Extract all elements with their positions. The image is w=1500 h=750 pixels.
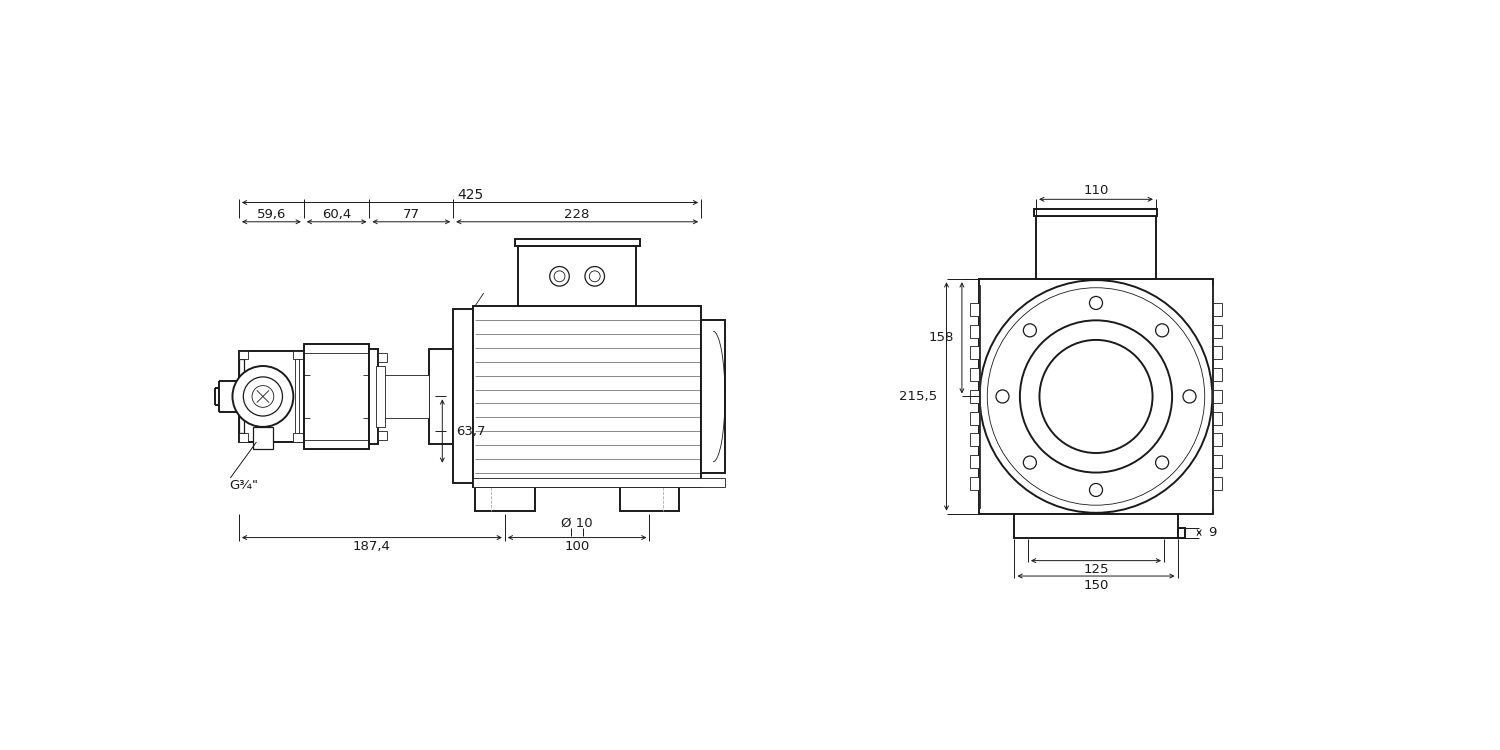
Bar <box>1214 390 1222 403</box>
Bar <box>378 431 387 440</box>
Bar <box>700 320 724 472</box>
Text: 77: 77 <box>404 208 420 220</box>
Text: G¾": G¾" <box>230 479 258 492</box>
Circle shape <box>554 271 566 282</box>
Bar <box>1214 368 1222 381</box>
Circle shape <box>1023 456 1036 469</box>
Circle shape <box>243 377 282 416</box>
Bar <box>980 279 1214 514</box>
Circle shape <box>1089 484 1102 496</box>
Bar <box>238 359 244 434</box>
Bar <box>376 366 384 427</box>
Bar <box>292 351 304 359</box>
Text: 158: 158 <box>928 332 954 344</box>
Text: 150: 150 <box>1083 579 1108 592</box>
Text: 60,4: 60,4 <box>322 208 351 220</box>
Circle shape <box>1040 340 1152 453</box>
Bar <box>970 477 980 490</box>
Bar <box>369 349 378 444</box>
Circle shape <box>1089 296 1102 310</box>
Text: 110: 110 <box>1083 184 1108 197</box>
Circle shape <box>1184 390 1196 403</box>
Bar <box>378 375 429 419</box>
Bar <box>1214 477 1222 490</box>
Bar <box>1214 325 1222 338</box>
Circle shape <box>1155 324 1168 337</box>
Text: 228: 228 <box>564 208 590 220</box>
Text: 63,7: 63,7 <box>456 424 486 437</box>
Bar <box>292 433 304 442</box>
Text: 425: 425 <box>458 188 483 202</box>
Text: 59,6: 59,6 <box>256 208 286 220</box>
Bar <box>476 487 534 511</box>
Bar <box>453 310 472 484</box>
Bar <box>519 247 636 306</box>
Circle shape <box>232 366 294 427</box>
Bar <box>238 351 248 359</box>
Circle shape <box>1023 324 1036 337</box>
Text: 9: 9 <box>1209 526 1216 539</box>
Bar <box>1214 412 1222 424</box>
Bar <box>472 306 700 487</box>
Bar <box>1034 209 1156 216</box>
Bar <box>1214 346 1222 359</box>
Circle shape <box>252 386 274 407</box>
Circle shape <box>585 266 604 286</box>
Bar <box>514 238 639 247</box>
Circle shape <box>980 280 1212 513</box>
Bar <box>970 433 980 446</box>
Text: 187,4: 187,4 <box>352 540 392 554</box>
Circle shape <box>549 266 570 286</box>
Circle shape <box>1020 320 1172 472</box>
Bar <box>1014 514 1178 538</box>
Text: Ø 10: Ø 10 <box>561 518 592 530</box>
Bar <box>970 303 980 316</box>
Circle shape <box>590 271 600 282</box>
Circle shape <box>1155 456 1168 469</box>
Bar <box>1036 216 1156 279</box>
Bar <box>620 487 680 511</box>
Bar <box>472 478 724 487</box>
Bar <box>970 455 980 468</box>
Bar <box>304 344 369 448</box>
Circle shape <box>987 288 1204 506</box>
Text: 125: 125 <box>1083 563 1108 576</box>
Bar <box>254 427 273 448</box>
Bar <box>1214 455 1222 468</box>
Bar <box>429 349 453 444</box>
Bar <box>238 433 248 442</box>
Bar <box>238 351 304 442</box>
Bar <box>1178 528 1185 538</box>
Text: 215,5: 215,5 <box>898 390 938 403</box>
Bar <box>970 390 980 403</box>
Bar <box>378 353 387 362</box>
Text: 100: 100 <box>564 540 590 554</box>
Circle shape <box>996 390 1010 403</box>
Bar <box>970 325 980 338</box>
Bar <box>970 368 980 381</box>
Bar <box>1214 303 1222 316</box>
Bar <box>970 346 980 359</box>
Bar <box>970 412 980 424</box>
Bar <box>1214 433 1222 446</box>
